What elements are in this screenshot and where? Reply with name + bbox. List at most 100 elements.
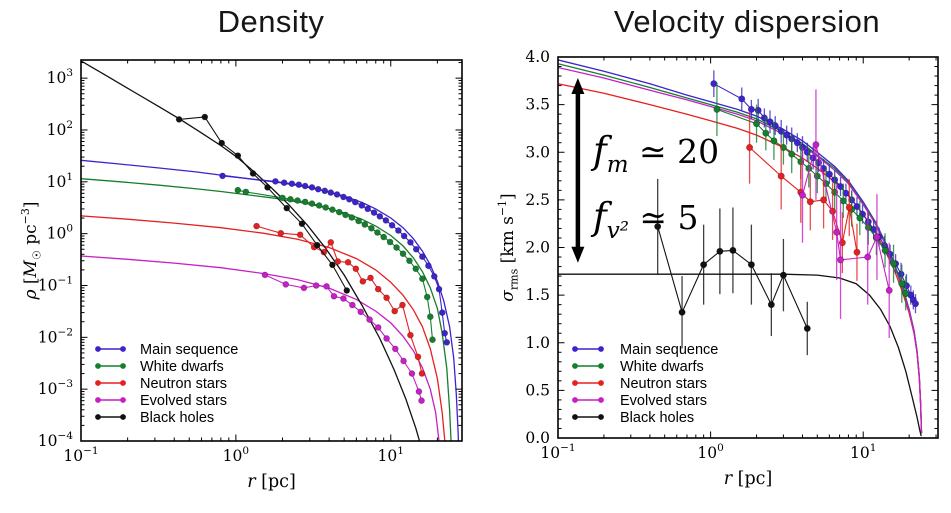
data-point: [443, 339, 451, 346]
data-point: [386, 238, 394, 246]
tick-label: 0.5: [525, 381, 550, 399]
tick-label: 101: [47, 171, 73, 191]
data-point: [272, 178, 279, 185]
legend-marker: [95, 380, 101, 386]
tick-label: 10−4: [38, 430, 74, 450]
data-point: [364, 205, 372, 213]
data-point: [820, 196, 828, 204]
tick-label: 2.5: [525, 191, 550, 209]
data-point: [342, 211, 349, 219]
tick-label: 10−1: [38, 274, 73, 294]
legend-marker: [95, 397, 101, 403]
data-point: [355, 217, 362, 225]
data-point: [426, 313, 434, 320]
data-point: [747, 105, 755, 113]
data-point: [253, 222, 260, 230]
data-point: [418, 397, 425, 404]
legend-marker: [95, 363, 101, 369]
factor-arrow: [571, 77, 585, 263]
data-point: [383, 294, 390, 302]
data-point: [788, 150, 796, 158]
data-point: [383, 335, 390, 342]
legend-label: Evolved stars: [140, 393, 227, 409]
model-curve-black-holes: [558, 273, 922, 437]
data-point: [340, 193, 347, 201]
data-point: [798, 191, 806, 199]
data-point: [760, 114, 768, 122]
data-point: [747, 261, 755, 269]
data-point: [441, 329, 449, 337]
data-point: [423, 293, 431, 301]
legend-label: White dwarfs: [620, 359, 704, 375]
legend-marker: [95, 414, 101, 420]
legend-label: Black holes: [620, 410, 694, 426]
data-point: [322, 204, 329, 211]
model-curve-main-sequence: [81, 159, 460, 441]
data-point: [280, 179, 288, 187]
axis-label: r [pc]: [247, 472, 296, 492]
legend-label: Evolved stars: [620, 393, 707, 409]
data-point: [357, 308, 365, 316]
data-point: [327, 239, 335, 246]
data-point: [419, 275, 426, 283]
tick-label: 1.0: [525, 334, 550, 352]
legend-marker: [598, 346, 604, 352]
data-point: [368, 224, 375, 232]
annotation-line: fv² ≃ 5: [590, 195, 699, 244]
tick-label: 2.0: [525, 239, 550, 257]
data-point: [374, 324, 382, 331]
data-point: [295, 181, 303, 188]
data-point: [393, 244, 400, 251]
series-white-dwarfs: [234, 186, 436, 343]
axes-frame: [557, 56, 939, 439]
tick-label: 3.0: [525, 143, 550, 161]
series-main-sequence: [710, 70, 919, 314]
legend-marker: [120, 346, 126, 352]
data-point: [219, 172, 226, 180]
data-point: [415, 388, 423, 395]
legend-marker: [120, 414, 126, 420]
data-point: [335, 208, 343, 216]
legend-marker: [598, 363, 604, 369]
velocity-plot-area: [558, 59, 923, 437]
density-figure: Density 10−1 100 101 103 102 101 100 10−1 10−2 10…: [0, 0, 475, 513]
data-point: [352, 265, 360, 273]
data-point: [392, 345, 399, 353]
data-point: [234, 152, 242, 159]
model-curve-black-holes: [81, 60, 421, 441]
data-point: [813, 172, 821, 180]
data-point: [279, 194, 286, 202]
model-curve-main-sequence: [558, 59, 923, 434]
tick-label: 100: [47, 223, 73, 243]
data-point: [314, 185, 322, 193]
data-point: [793, 139, 801, 147]
legend-marker: [120, 397, 126, 403]
series-evolved-stars: [798, 89, 893, 338]
tick-label: 10−2: [38, 326, 73, 346]
data-point: [654, 223, 662, 231]
data-point: [320, 248, 328, 256]
data-point: [700, 261, 708, 269]
data-point: [885, 286, 893, 294]
legend-marker: [120, 363, 126, 369]
data-point: [344, 259, 352, 266]
data-point: [175, 116, 183, 123]
data-point: [282, 281, 290, 288]
legend-marker: [572, 380, 578, 386]
velocity-title: Velocity dispersion: [613, 4, 881, 39]
legend-marker: [120, 380, 126, 386]
axis-label: r [pc]: [724, 469, 773, 489]
data-point: [234, 186, 242, 194]
legend-label: White dwarfs: [140, 359, 224, 375]
data-point: [803, 324, 811, 332]
tick-label: 101: [850, 442, 876, 462]
data-point: [418, 370, 426, 377]
legend-label: Black holes: [140, 410, 214, 426]
axis-label: ρ [M☉ pc−3]: [19, 201, 44, 300]
model-curve-neutron-stars: [81, 215, 446, 441]
data-point: [370, 209, 378, 216]
data-point: [218, 139, 226, 147]
data-point: [425, 262, 432, 270]
